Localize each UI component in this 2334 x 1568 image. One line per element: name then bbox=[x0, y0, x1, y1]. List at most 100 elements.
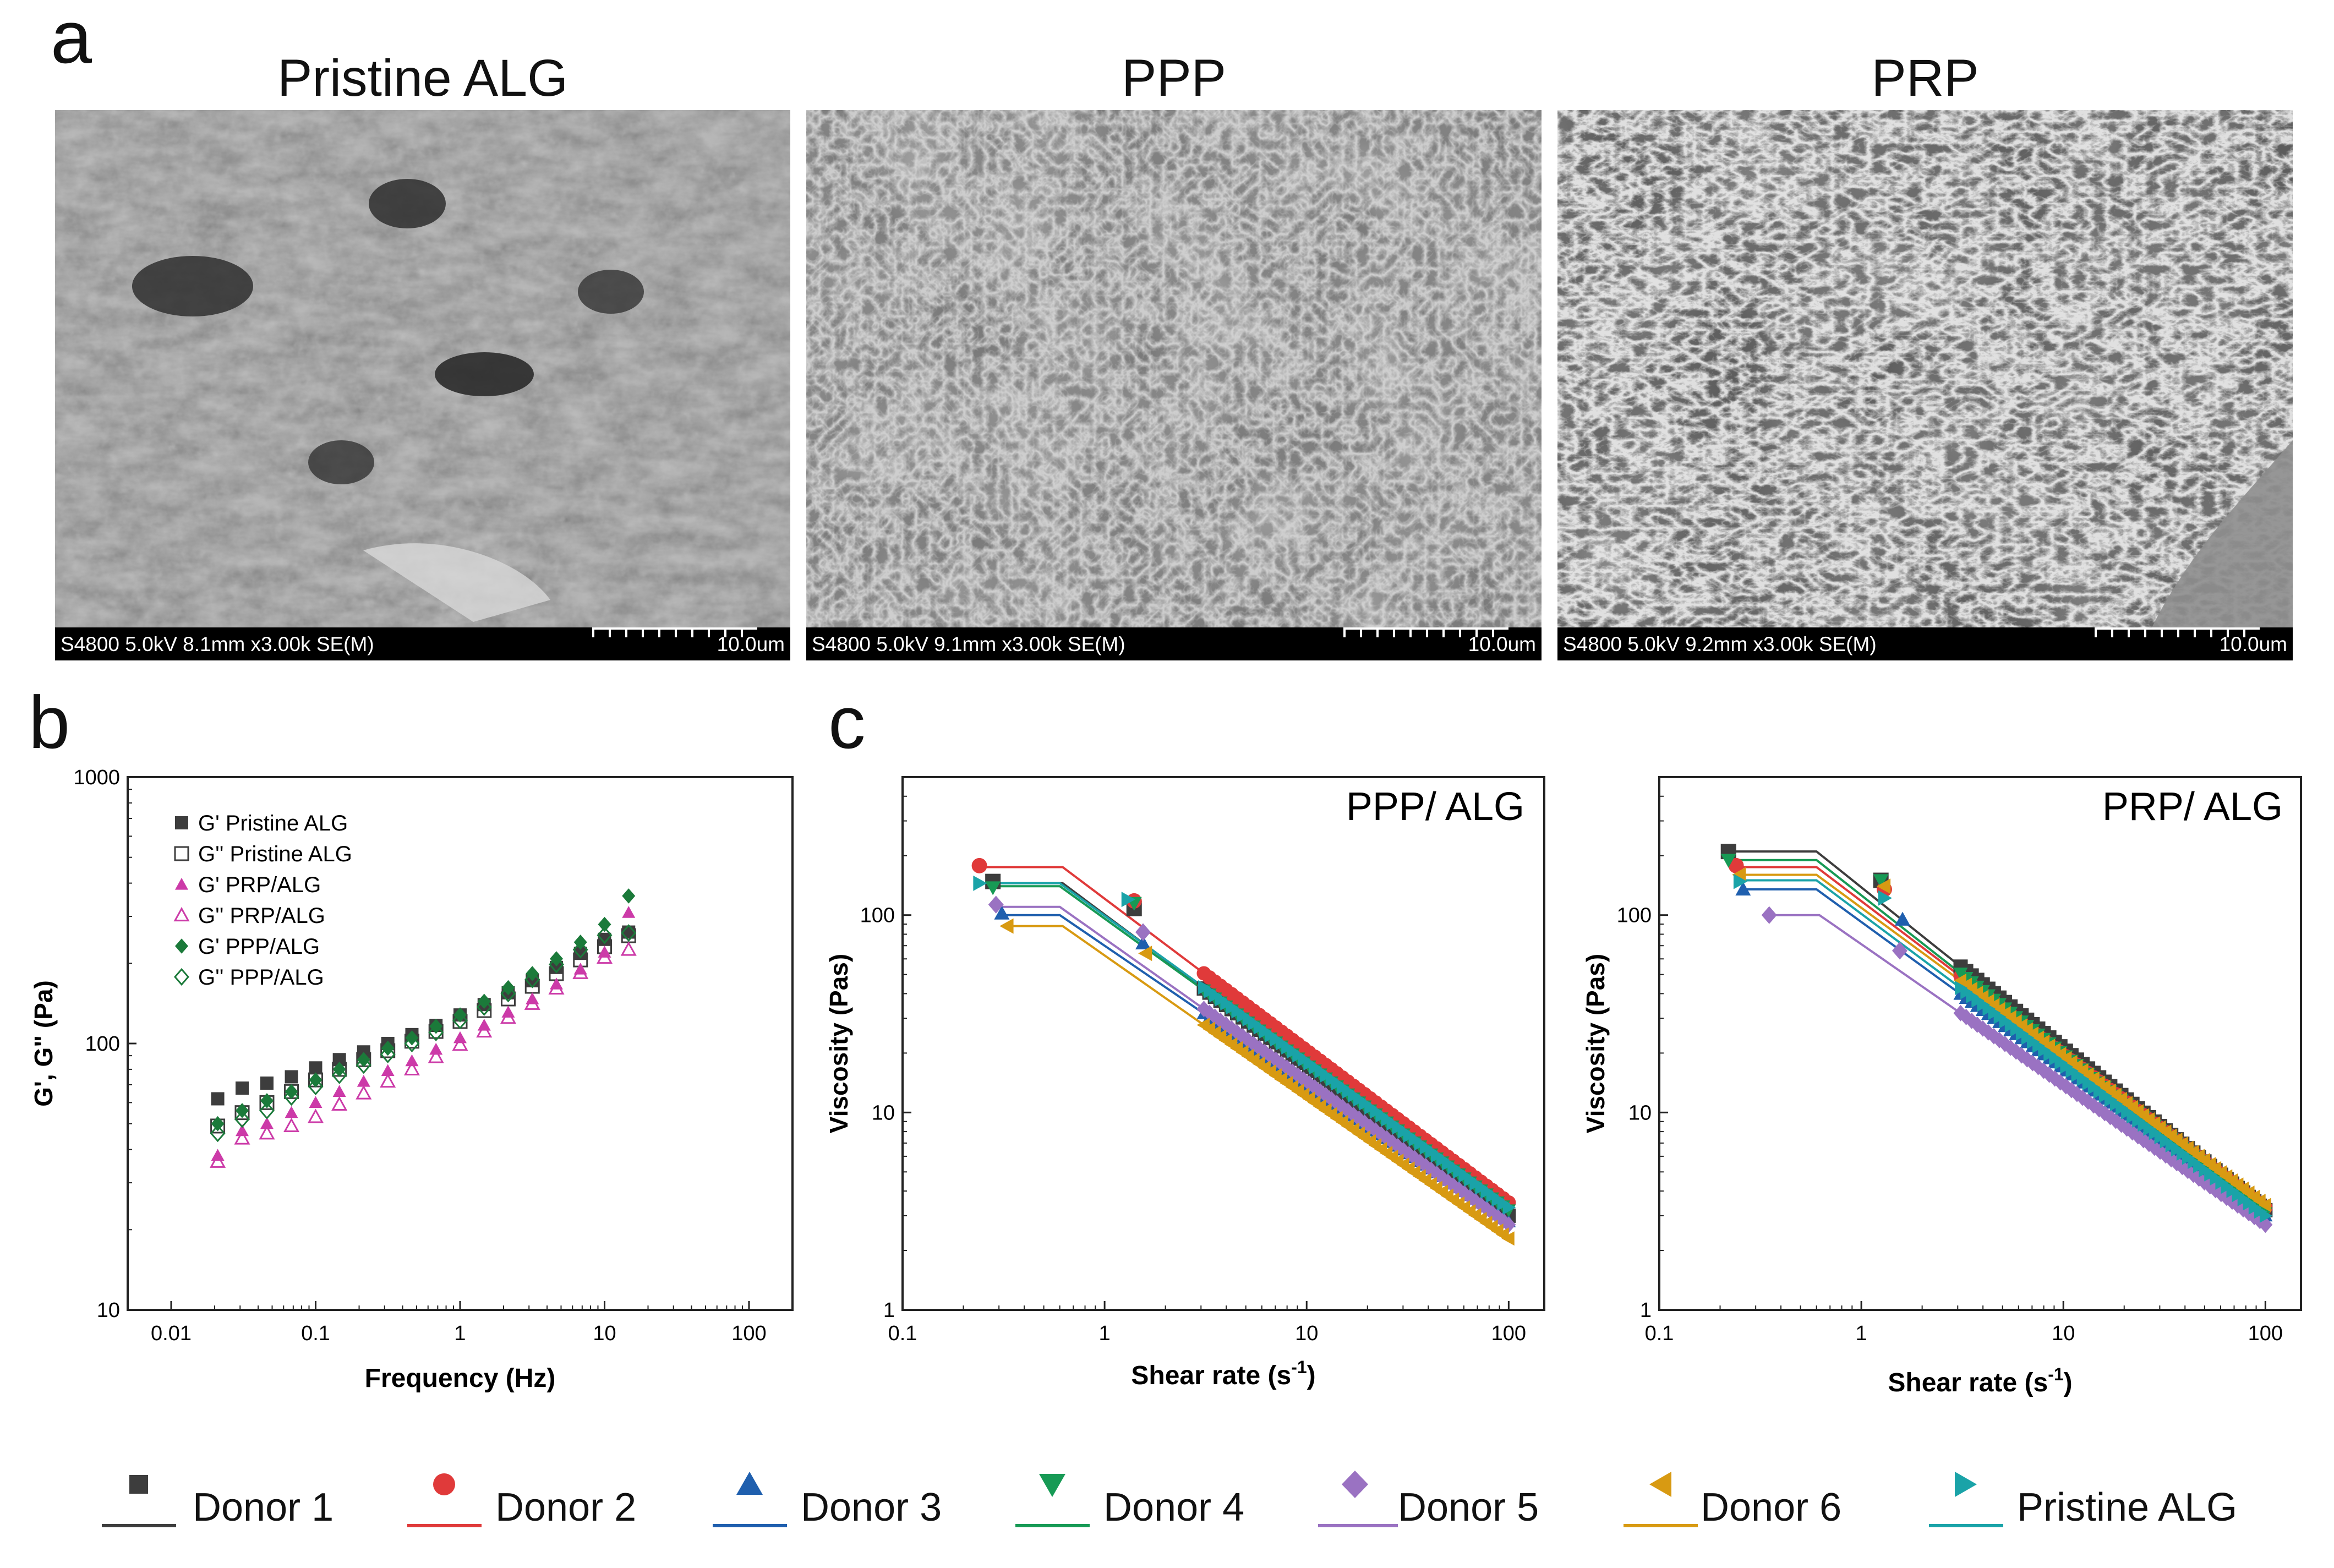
legend-entry: G'' PRP/ALG bbox=[198, 904, 325, 928]
x-axis-label-c2: Shear rate (s-1) bbox=[1888, 1364, 2072, 1397]
triangle-up-marker-icon bbox=[713, 1472, 787, 1527]
data-point bbox=[1330, 1095, 1344, 1112]
legend-marker bbox=[175, 938, 188, 954]
data-point bbox=[380, 1045, 396, 1063]
chart-c1-title: PPP/ ALG bbox=[1346, 785, 1524, 829]
data-point bbox=[476, 1023, 493, 1038]
data-point bbox=[210, 1153, 226, 1168]
triangle-down-marker-icon bbox=[1015, 1474, 1090, 1527]
data-point bbox=[2258, 1198, 2271, 1212]
sem-image-prp: S4800 5.0kV 9.2mm x3.00k SE(M) 10.0um bbox=[1557, 110, 2293, 660]
data-point bbox=[2053, 1074, 2068, 1091]
b-y-tick-label: 100 bbox=[85, 1032, 120, 1056]
data-point bbox=[332, 1062, 346, 1077]
data-point bbox=[2047, 1070, 2062, 1087]
data-point bbox=[381, 1064, 395, 1077]
data-point bbox=[620, 941, 637, 956]
data-point bbox=[2086, 1097, 2101, 1114]
data-point bbox=[452, 1036, 468, 1051]
data-point bbox=[1335, 1099, 1350, 1116]
data-point bbox=[1720, 854, 1736, 868]
c2-x-tick-label: 0.1 bbox=[1645, 1322, 1674, 1345]
data-point bbox=[2092, 1101, 2107, 1118]
data-point bbox=[550, 951, 564, 966]
y-axis-label-c1: Viscosity (Pas) bbox=[824, 954, 853, 1133]
chart-b-modulus: 0.01 0.1 1 10 100 10 100 1000 G' Pristine ALG G'… bbox=[29, 766, 794, 1393]
sem-meta: S4800 5.0kV 9.1mm x3.00k SE(M) bbox=[812, 633, 1125, 655]
sem-title-pristine: Pristine ALG bbox=[277, 49, 569, 107]
data-point bbox=[572, 964, 589, 979]
data-point bbox=[1346, 1106, 1361, 1123]
data-point bbox=[1213, 1012, 1228, 1029]
data-point bbox=[331, 1066, 347, 1084]
y-axis-label-c2: Viscosity (Pas) bbox=[1581, 954, 1610, 1133]
legend-marker bbox=[174, 968, 189, 986]
data-point bbox=[1451, 1181, 1466, 1198]
data-point bbox=[285, 1106, 298, 1118]
b-x-tick-label: 0.1 bbox=[301, 1322, 330, 1345]
data-point bbox=[1892, 942, 1907, 960]
data-point bbox=[622, 906, 636, 918]
data-point bbox=[2031, 1058, 2046, 1075]
data-point bbox=[971, 857, 987, 873]
triangle-left-marker-icon bbox=[1624, 1472, 1698, 1527]
data-point bbox=[500, 1009, 517, 1024]
data-point bbox=[476, 998, 492, 1016]
scale-ticks bbox=[1343, 627, 1508, 637]
data-point bbox=[2075, 1089, 2090, 1106]
legend-entry: G' Pristine ALG bbox=[198, 811, 348, 835]
data-point bbox=[1224, 1020, 1239, 1037]
scale-label: 10.0um bbox=[2219, 633, 2287, 655]
data-point bbox=[1413, 1154, 1428, 1171]
data-point bbox=[309, 1096, 323, 1108]
data-point bbox=[1291, 1067, 1305, 1084]
data-point bbox=[1280, 1059, 1294, 1077]
sem-meta: S4800 5.0kV 8.1mm x3.00k SE(M) bbox=[61, 633, 374, 655]
data-point bbox=[524, 970, 540, 988]
data-point bbox=[235, 1081, 249, 1095]
data-point bbox=[2208, 1182, 2223, 1199]
data-point bbox=[1429, 1165, 1444, 1182]
scale-ticks bbox=[592, 627, 757, 637]
c2-y-tick-label: 100 bbox=[1617, 904, 1652, 927]
data-point bbox=[2169, 1155, 2184, 1172]
sem-info-bar: S4800 5.0kV 9.2mm x3.00k SE(M) 10.0um bbox=[1557, 627, 2293, 660]
diamond-marker-icon bbox=[1318, 1471, 1398, 1527]
c2-x-tick-label: 1 bbox=[1856, 1322, 1867, 1345]
data-point bbox=[428, 1048, 444, 1063]
data-point bbox=[331, 1096, 348, 1111]
legend-marker bbox=[174, 846, 189, 861]
data-point bbox=[285, 1084, 298, 1100]
data-point bbox=[405, 1054, 419, 1067]
data-point bbox=[357, 1075, 370, 1087]
c1-y-tick-label: 10 bbox=[872, 1101, 895, 1124]
legend-entry: G' PPP/ALG bbox=[198, 935, 320, 959]
data-point bbox=[999, 918, 1014, 934]
data-point bbox=[356, 1085, 372, 1100]
data-point bbox=[2186, 1166, 2201, 1183]
data-point bbox=[2259, 1208, 2273, 1223]
legend-entry: G' PRP/ALG bbox=[198, 873, 321, 897]
b-y-tick-label: 10 bbox=[97, 1299, 120, 1322]
data-point bbox=[2103, 1108, 2118, 1126]
legend-label: Donor 3 bbox=[801, 1485, 942, 1529]
data-point bbox=[1357, 1114, 1372, 1131]
data-point bbox=[1981, 1024, 1996, 1041]
data-point bbox=[309, 1061, 323, 1075]
legend-entry: G'' PPP/ALG bbox=[198, 965, 324, 990]
data-point bbox=[211, 1092, 225, 1106]
b-x-tick-label: 10 bbox=[593, 1322, 616, 1345]
legend-label: Donor 2 bbox=[495, 1485, 637, 1529]
data-point bbox=[988, 895, 1004, 914]
c1-x-tick-label: 0.1 bbox=[888, 1322, 917, 1345]
data-point bbox=[526, 966, 539, 981]
data-point bbox=[621, 924, 637, 942]
legend-label: Donor 6 bbox=[1701, 1485, 1842, 1529]
data-point bbox=[285, 1070, 298, 1084]
data-point bbox=[622, 925, 636, 939]
data-point bbox=[453, 1007, 467, 1023]
data-point bbox=[1970, 1016, 1985, 1033]
legend-entry: G'' Pristine ALG bbox=[198, 842, 352, 866]
